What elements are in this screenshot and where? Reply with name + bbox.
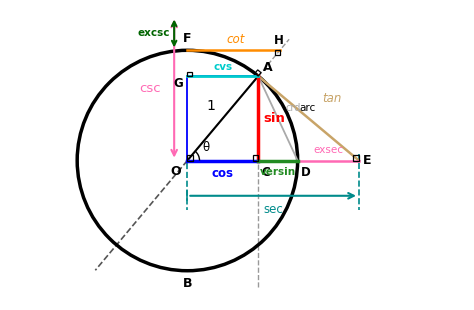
Text: sin: sin xyxy=(264,112,286,125)
Text: sec: sec xyxy=(263,203,283,216)
Text: B: B xyxy=(182,277,192,290)
Text: A: A xyxy=(263,61,272,74)
Text: excsc: excsc xyxy=(137,29,170,38)
Text: tan: tan xyxy=(322,92,341,105)
Text: cot: cot xyxy=(227,33,245,46)
Text: crd: crd xyxy=(286,103,301,113)
Text: versin: versin xyxy=(260,167,296,177)
Text: E: E xyxy=(363,154,372,167)
Text: O: O xyxy=(170,165,181,178)
Text: D: D xyxy=(301,166,310,179)
Text: exsec: exsec xyxy=(313,145,343,155)
Text: C: C xyxy=(262,166,270,179)
Text: 1: 1 xyxy=(206,99,215,113)
Text: cos: cos xyxy=(212,167,234,180)
Text: θ: θ xyxy=(203,141,210,154)
Text: H: H xyxy=(274,34,284,47)
Text: csc: csc xyxy=(139,82,161,95)
Text: arc: arc xyxy=(299,103,316,113)
Text: cvs: cvs xyxy=(213,62,232,72)
Text: G: G xyxy=(173,77,183,90)
Text: F: F xyxy=(183,32,191,45)
